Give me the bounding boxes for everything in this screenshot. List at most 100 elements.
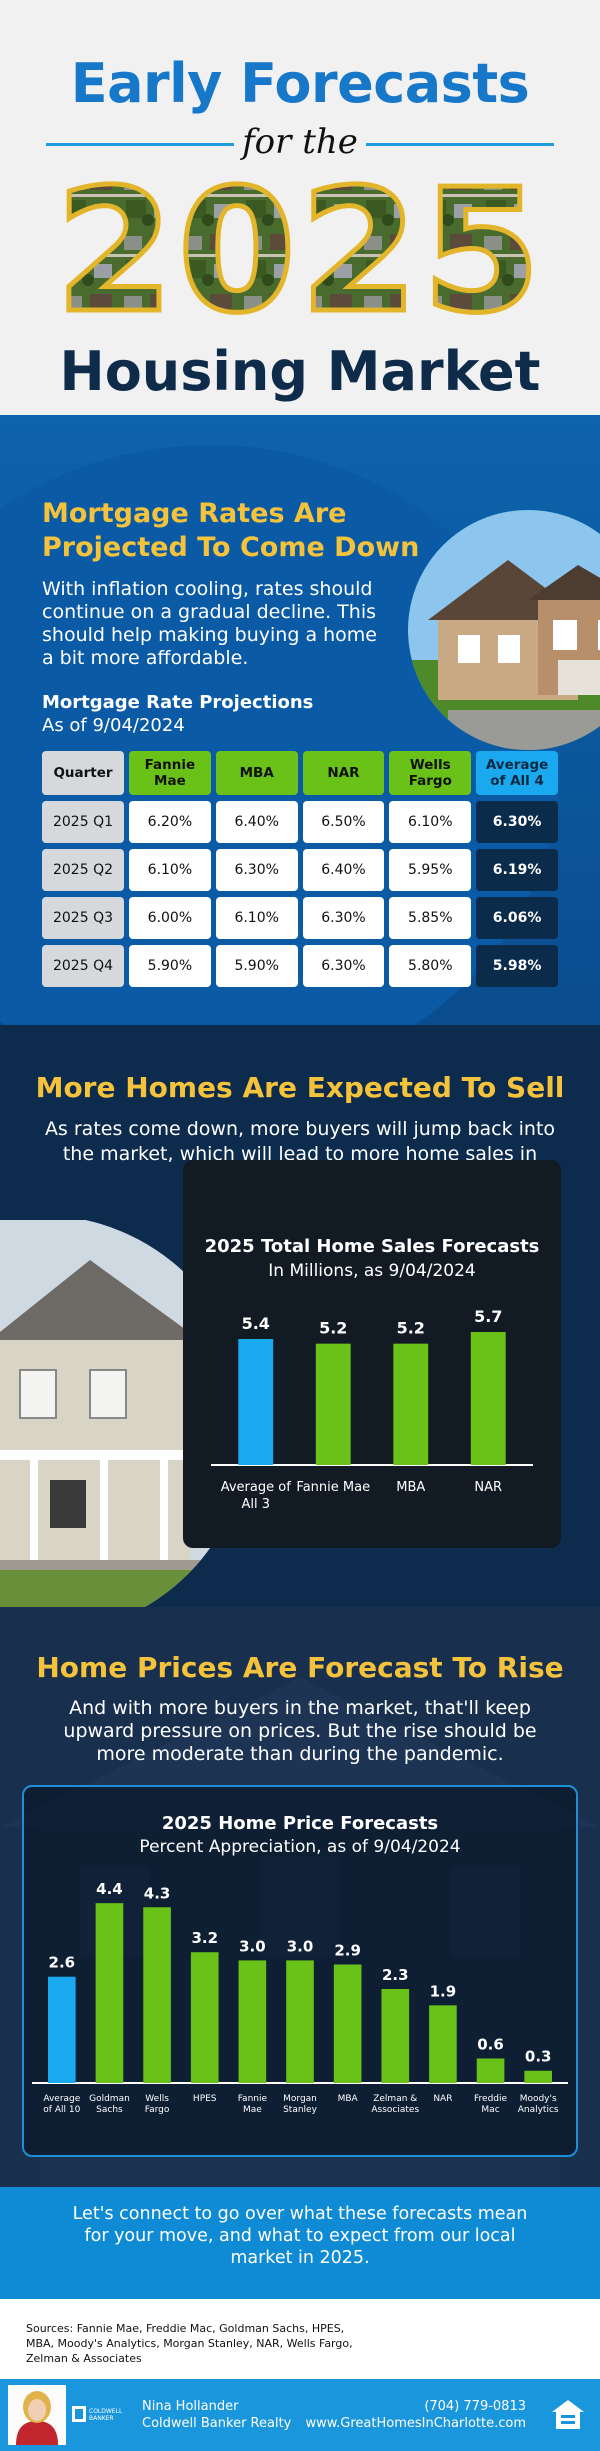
table-cell: 2025 Q4 — [42, 945, 124, 987]
hero-title-line1: Early Forecasts — [70, 52, 530, 115]
table-row: 2025 Q2 6.10% 6.30% 6.40% 5.95% 6.19% — [42, 849, 558, 891]
category-label: Morgan — [283, 2094, 317, 2104]
table-cell: 6.40% — [302, 849, 385, 891]
agent-phone[interactable]: (704) 779-0813 — [424, 2399, 526, 2414]
home-prices-section: Home Prices Are Forecast To Rise And wit… — [0, 1607, 600, 2187]
column-header: Fannie Mae — [129, 751, 211, 795]
data-label: 0.6 — [477, 2035, 504, 2053]
chart-bar — [315, 1343, 351, 1465]
agent-website[interactable]: www.GreatHomesInCharlotte.com — [305, 2416, 526, 2431]
coldwell-banker-logo: COLDWELL BANKER — [72, 2406, 123, 2422]
agent-name: Nina Hollander — [142, 2399, 239, 2414]
data-label: 2.9 — [334, 1941, 361, 1959]
mortgage-table: Quarter Fannie Mae MBA NAR Wells Fargo A… — [42, 751, 558, 993]
chart-bar — [286, 1960, 314, 2083]
table-cell: 5.98% — [476, 945, 558, 987]
table-cell: 6.30% — [302, 897, 385, 939]
equal-housing-icon — [552, 2400, 584, 2429]
home-sales-section: More Homes Are Expected To Sell As rates… — [0, 1025, 600, 1607]
category-label: Analytics — [518, 2105, 559, 2115]
category-label: All 3 — [241, 1497, 270, 1512]
mortgage-table-title: Mortgage Rate Projections — [42, 692, 314, 713]
table-row: 2025 Q4 5.90% 5.90% 6.30% 5.80% 5.98% — [42, 945, 558, 987]
agent-photo — [8, 2385, 66, 2445]
data-label: 0.3 — [525, 2048, 552, 2066]
column-header: NAR — [302, 751, 385, 795]
chart-title: 2025 Home Price Forecasts — [161, 1813, 439, 1834]
data-label: 3.0 — [239, 1937, 266, 1955]
category-label: Wells — [145, 2094, 169, 2104]
chart-bar — [238, 1339, 274, 1465]
category-label: Moody's — [520, 2094, 557, 2104]
data-label: 5.4 — [242, 1314, 270, 1333]
data-label: 5.2 — [397, 1319, 425, 1338]
home-prices-chart: 2025 Home Price Forecasts Percent Apprec… — [22, 1785, 578, 2157]
column-header: Wells Fargo — [389, 751, 472, 795]
mortgage-heading: Mortgage Rates Are Projected To Come Dow… — [42, 497, 462, 565]
category-label: Mae — [243, 2105, 262, 2115]
hero-title-line2-wrap: for the — [0, 122, 600, 162]
data-label: 5.2 — [319, 1319, 347, 1338]
chart-bar — [238, 1960, 267, 2083]
category-label: Fargo — [145, 2105, 170, 2115]
chart-bar — [190, 1952, 219, 2083]
table-cell: 5.80% — [389, 945, 472, 987]
table-cell: 2025 Q3 — [42, 897, 124, 939]
column-header: Average of All 4 — [476, 751, 558, 795]
chart-bar — [393, 1343, 429, 1465]
home-sales-heading: More Homes Are Expected To Sell — [35, 1071, 565, 1104]
agent-company: Coldwell Banker Realty — [142, 2416, 292, 2431]
mortgage-intro: With inflation cooling, rates should con… — [42, 578, 377, 669]
table-cell: 5.90% — [129, 945, 211, 987]
logo-text-1: COLDWELL — [89, 2408, 123, 2415]
category-label: Freddie — [474, 2094, 507, 2104]
data-label: 2.3 — [382, 1966, 409, 1984]
table-cell: 6.06% — [476, 897, 558, 939]
data-label: 4.3 — [144, 1884, 171, 1902]
chart-bar — [476, 2058, 505, 2083]
category-label: NAR — [474, 1480, 502, 1495]
column-header: Quarter — [42, 751, 124, 795]
logo-text-2: BANKER — [89, 2415, 114, 2422]
home-sales-chart-svg: 5.4 Average of All 3 5.2 Fannie Mae 5.2 MBA 5.7… — [211, 1307, 533, 1512]
home-prices-intro: And with more buyers in the market, that… — [63, 1697, 537, 1765]
hero-section: Early Forecasts for the 2025 Housing Mar… — [0, 0, 600, 415]
column-header: MBA — [215, 751, 298, 795]
hero-title-line4: Housing Market — [59, 340, 541, 403]
table-cell: 6.10% — [215, 897, 298, 939]
chart-bar — [381, 1989, 410, 2083]
mortgage-table-header: Quarter Fannie Mae MBA NAR Wells Fargo A… — [42, 751, 558, 795]
table-cell: 6.00% — [129, 897, 211, 939]
category-label: MBA — [338, 2094, 359, 2104]
cta-banner: Let's connect to go over what these fore… — [0, 2187, 600, 2299]
table-cell: 6.20% — [129, 801, 211, 843]
category-label: Fannie — [238, 2094, 268, 2104]
home-sales-chart: 2025 Total Home Sales Forecasts In Milli… — [183, 1160, 571, 1556]
table-row: 2025 Q3 6.00% 6.10% 6.30% 5.85% 6.06% — [42, 897, 558, 939]
category-label: NAR — [433, 2094, 452, 2104]
chart-title: 2025 Total Home Sales Forecasts — [204, 1236, 540, 1257]
category-label: Goldman — [89, 2094, 130, 2104]
mortgage-section: Mortgage Rates Are Projected To Come Dow… — [0, 415, 600, 1025]
chart-bar — [333, 1964, 362, 2083]
table-cell: 6.30% — [215, 849, 298, 891]
table-cell: 2025 Q1 — [42, 801, 124, 843]
hero-year-text: 2025 — [55, 170, 544, 320]
category-label: Average — [43, 2094, 80, 2104]
category-label: Stanley — [283, 2105, 317, 2115]
table-cell: 6.40% — [215, 801, 298, 843]
sources-text: Sources: Fannie Mae, Freddie Mac, Goldma… — [26, 2322, 353, 2365]
table-cell: 6.30% — [302, 945, 385, 987]
category-label: Average of — [221, 1480, 291, 1495]
table-cell: 6.50% — [302, 801, 385, 843]
cta-text: Let's connect to go over what these fore… — [72, 2204, 528, 2268]
table-cell: 6.19% — [476, 849, 558, 891]
mortgage-table-subtitle: As of 9/04/2024 — [42, 715, 185, 736]
data-label: 2.6 — [49, 1954, 76, 1972]
mortgage-heading-line2: Projected To Come Down — [42, 532, 420, 563]
table-row: 2025 Q1 6.20% 6.40% 6.50% 6.10% 6.30% — [42, 801, 558, 843]
table-cell: 6.10% — [389, 801, 472, 843]
table-cell: 6.30% — [476, 801, 558, 843]
hero-title-line2: for the — [242, 122, 358, 162]
chart-bar — [48, 1976, 76, 2083]
